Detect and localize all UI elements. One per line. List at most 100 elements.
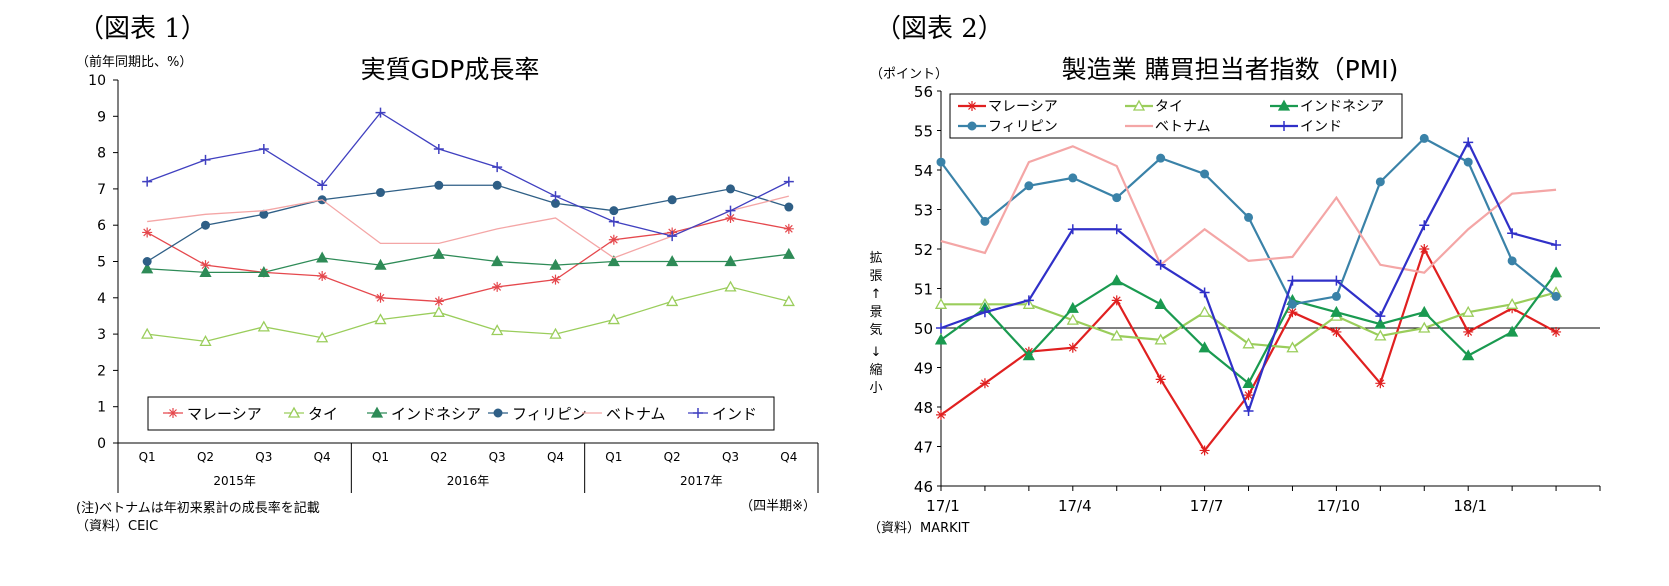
chart2-point — [1066, 313, 1079, 325]
chart1-series-layer — [141, 107, 795, 347]
chart2-point — [1330, 305, 1343, 317]
chart1-legend-label: ベトナム — [606, 405, 666, 423]
chart1-x-tick-label: Q4 — [314, 450, 331, 464]
chart1-line-インドネシア — [147, 253, 789, 274]
chart2-point — [1068, 173, 1078, 183]
chart1-point — [201, 220, 210, 230]
chart2-legend-marker — [967, 121, 977, 131]
chart1-point — [200, 154, 211, 165]
chart2-x-tick-label: 18/1 — [1453, 497, 1487, 515]
chart2-point — [1549, 266, 1563, 278]
chart1-point — [666, 295, 679, 307]
chart1-point — [491, 255, 504, 267]
chart2-side-char: ↑ — [871, 287, 882, 302]
chart2-point — [1200, 169, 1210, 179]
chart2-side-char: ↓ — [871, 345, 882, 360]
chart2-point — [1198, 305, 1211, 317]
chart1-y-tick-label: 2 — [97, 363, 106, 379]
chart1-point — [142, 227, 153, 238]
chart2-tick-labels: 46 47 48 49 50 51 52 53 54 55 56 17/1 17/4 17/7 17/10 1… — [914, 83, 1487, 515]
chart1-point — [199, 335, 212, 347]
chart2-y-tick-label: 47 — [914, 439, 933, 457]
chart2-source: （資料）MARKIT — [868, 521, 970, 536]
chart1-legend-label: フィリピン — [512, 405, 587, 423]
chart1-point — [783, 176, 794, 187]
chart2-legend-marker — [1277, 99, 1291, 111]
chart1-line-タイ — [147, 286, 789, 343]
chart1-point — [375, 292, 386, 303]
chart1-point — [608, 234, 619, 245]
chart2-point — [1462, 349, 1475, 361]
chart2-point — [1287, 299, 1297, 309]
chart2-side-label: 拡張 ↑ 景気 ↓ 縮小 — [869, 251, 882, 396]
chart1-point — [433, 143, 444, 154]
chart2-point — [1111, 295, 1122, 306]
chart1-point — [432, 305, 445, 317]
chart2-point — [1287, 307, 1298, 318]
chart1-y-tick-label: 7 — [97, 182, 106, 198]
chart2-point — [1242, 376, 1255, 388]
chart1-point — [667, 231, 678, 242]
chart2-unit-label: （ポイント） — [870, 67, 948, 82]
chart1-tick-labels: 0 1 2 3 4 5 6 7 8 9 10 Q1 Q2 Q3 Q4 Q1 Q2 Q3 Q4 Q1 Q2 Q3 Q4 2015… — [88, 73, 797, 488]
chart2-y-tick-label: 48 — [914, 399, 933, 417]
chart2-point — [1154, 333, 1167, 345]
chart2-point — [1463, 326, 1474, 337]
chart1-y-tick-label: 9 — [97, 109, 106, 125]
chart2-point — [1198, 341, 1211, 353]
chart2-point — [1243, 405, 1254, 416]
chart1-x-tick-label: Q2 — [664, 450, 681, 464]
chart1-point — [374, 258, 387, 270]
chart1-legend-label: マレーシア — [187, 405, 262, 423]
chart2-point — [1375, 311, 1386, 322]
chart2-y-tick-label: 54 — [914, 162, 933, 180]
chart2-point — [1066, 301, 1079, 313]
chart1-legend-label: インド — [712, 405, 757, 423]
chart1-point — [259, 209, 269, 219]
chart1-point — [258, 143, 269, 154]
chart1-point — [374, 313, 387, 325]
chart1-point — [724, 255, 737, 267]
chart1-point — [608, 216, 619, 227]
chart1-line-フィリピン — [146, 184, 790, 263]
chart1-year-label: 2016年 — [447, 474, 490, 488]
chart2-y-tick-label: 50 — [914, 320, 933, 338]
chart2-x-tick-label: 17/4 — [1058, 497, 1092, 515]
chart2-point — [1067, 342, 1078, 353]
chart2-side-char: 小 — [869, 381, 882, 396]
chart1-point — [666, 255, 679, 267]
chart2-y-tick-label: 46 — [914, 478, 933, 496]
chart2-point — [1419, 244, 1430, 254]
chart2-legend-label: インド — [1300, 119, 1342, 135]
chart2-point — [1199, 445, 1210, 456]
chart1-x-tick-label: Q3 — [722, 450, 739, 464]
chart1-y-tick-label: 4 — [97, 291, 106, 307]
chart1-legend-label: インドネシア — [391, 405, 481, 423]
chart1-point — [782, 295, 795, 307]
chart2-point — [934, 297, 948, 309]
chart1-title: 実質GDP成長率 — [361, 55, 540, 84]
chart2-point — [1375, 378, 1386, 389]
chart2-point — [936, 409, 946, 420]
chart2-point — [1110, 329, 1123, 341]
chart2-y-tick-label: 52 — [914, 241, 933, 259]
chart2-point — [1375, 177, 1385, 187]
chart1-point — [434, 180, 444, 190]
chart1-y-tick-label: 3 — [97, 327, 106, 343]
chart2-legend — [949, 93, 1403, 139]
chart2-y-tick-label: 55 — [914, 123, 933, 141]
chart1-point — [257, 266, 270, 278]
chart1-point — [317, 271, 328, 282]
chart2-point — [1331, 275, 1342, 286]
chart2-line-インド — [940, 139, 1557, 415]
chart2-x-tick-label: 17/10 — [1317, 497, 1360, 515]
chart2-point — [1331, 291, 1341, 301]
chart2-point — [1243, 390, 1254, 401]
chart2-point — [1156, 153, 1166, 163]
chart1-point — [550, 274, 561, 285]
chart2-side-char: 張 — [869, 269, 882, 284]
chart1-point — [725, 205, 736, 216]
chart2-point — [1419, 220, 1430, 231]
